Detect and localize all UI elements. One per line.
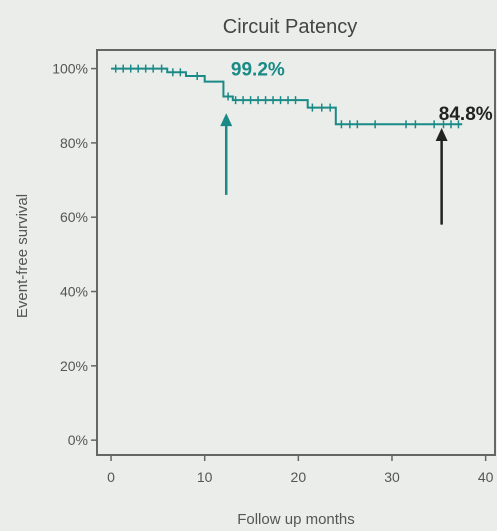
annotation-arrow-head bbox=[220, 113, 233, 127]
annotations-layer: 99.2% 84.8% bbox=[220, 60, 493, 225]
y-axis: 0% 20% 40% 60% 80% 100% bbox=[52, 61, 97, 448]
plot-frame bbox=[96, 49, 496, 456]
x-tick-label: 0 bbox=[107, 469, 115, 485]
annotation-label: 84.8% bbox=[439, 104, 493, 125]
annotation-label: 99.2% bbox=[231, 60, 285, 81]
y-tick-label: 20% bbox=[60, 358, 88, 374]
y-tick-label: 60% bbox=[60, 209, 88, 225]
annotation-arrow-head bbox=[435, 128, 448, 142]
y-tick-label: 0% bbox=[68, 432, 88, 448]
y-tick-label: 80% bbox=[60, 135, 88, 151]
x-tick-label: 40 bbox=[478, 469, 494, 485]
survival-curve bbox=[111, 67, 463, 126]
y-tick-label: 100% bbox=[52, 61, 88, 77]
x-axis-label: Follow up months bbox=[237, 511, 355, 528]
x-tick-label: 30 bbox=[384, 469, 400, 485]
x-tick-label: 20 bbox=[291, 469, 307, 485]
series-layer bbox=[111, 64, 463, 129]
y-axis-label: Event-free survival bbox=[14, 194, 31, 318]
chart-title: Circuit Patency bbox=[223, 16, 358, 38]
x-tick-label: 10 bbox=[197, 469, 213, 485]
y-tick-label: 40% bbox=[60, 284, 88, 300]
x-axis: 0 10 20 30 40 bbox=[107, 455, 494, 485]
